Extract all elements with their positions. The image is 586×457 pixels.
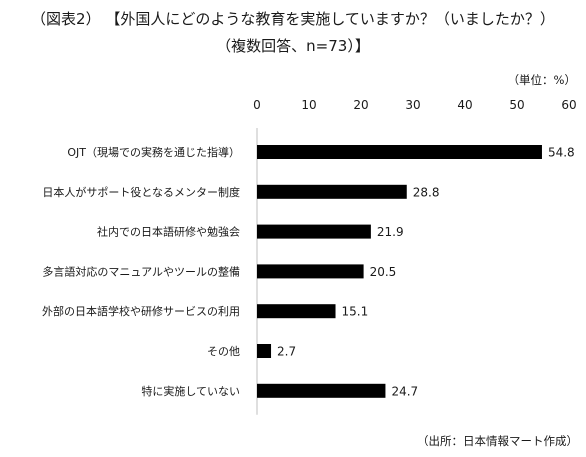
category-label: 特に実施していない [141,384,240,398]
chart-title: （図表2） 【外国人にどのような教育を実施していますか？（いましたか？） [0,9,586,29]
bar [257,304,336,319]
survey-question: 【外国人にどのような教育を実施していますか？（いましたか？） [105,10,555,28]
category-label: 日本人がサポート役となるメンター制度 [42,185,240,199]
x-tick-label: 50 [509,98,524,112]
figure-label: （図表2） [31,10,101,28]
bar [257,224,371,239]
data-label: 24.7 [391,384,418,398]
category-label: 社内での日本語研修や勉強会 [97,225,240,239]
data-label: 2.7 [277,345,296,359]
chart-subtitle: （複数回答、n=73）】 [216,37,370,55]
data-label: 21.9 [377,225,404,239]
data-label: 28.8 [413,185,440,199]
bar [257,383,386,398]
x-tick-label: 0 [253,98,261,112]
bar [257,184,407,199]
unit-label: （単位：%） [507,73,576,87]
x-tick-label: 30 [405,98,420,112]
x-tick-label: 20 [353,98,368,112]
data-label: 20.5 [370,265,397,279]
category-label: その他 [207,345,240,358]
category-label: 外部の日本語学校や研修サービスの利用 [42,304,240,318]
x-tick-label: 40 [457,98,472,112]
x-tick-label: 10 [301,98,316,112]
source-note: （出所：日本情報マート作成） [417,434,578,448]
data-label: 15.1 [342,305,369,319]
bar [257,145,542,159]
bar [257,264,364,279]
category-label: 多言語対応のマニュアルやツールの整備 [42,264,240,278]
data-label: 54.8 [548,146,575,160]
category-label: OJT（現場での実務を通じた指導） [67,145,240,159]
bar [257,344,272,358]
x-tick-label: 60 [561,98,576,112]
